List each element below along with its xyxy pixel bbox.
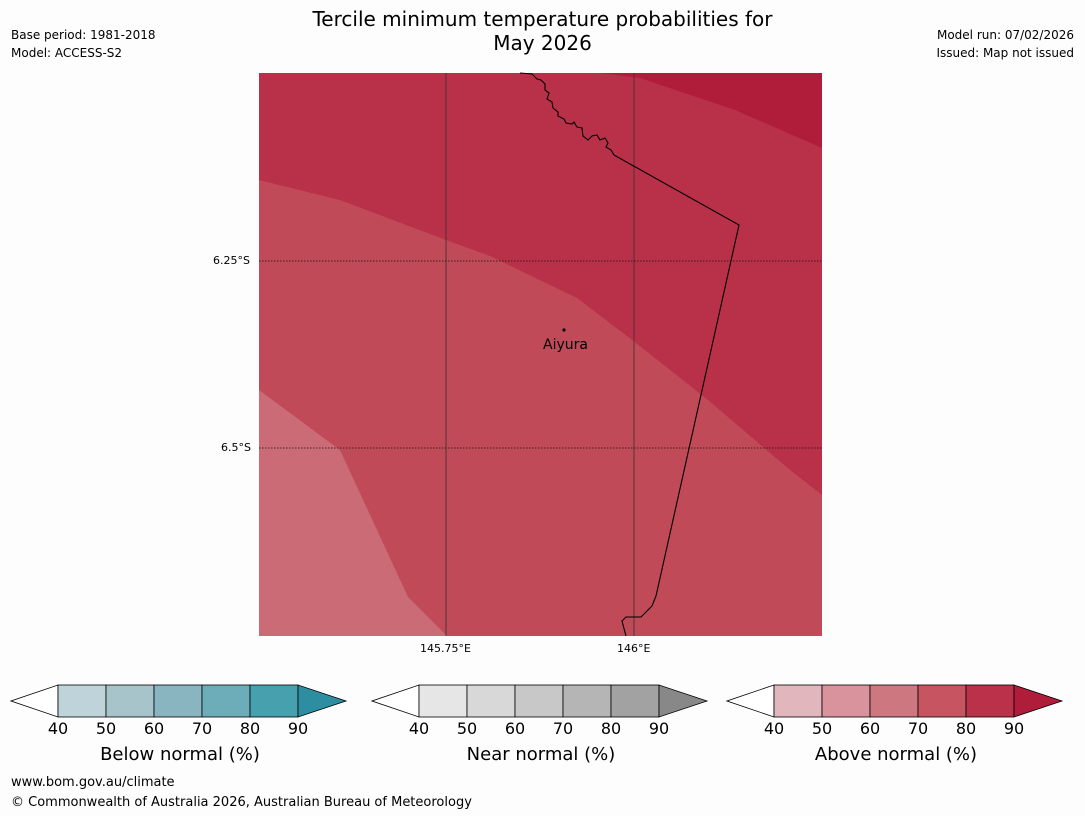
- colorbar-title: Near normal (%): [466, 744, 616, 765]
- colorbar-tick-label: 90: [1003, 719, 1025, 738]
- colorbar-swatch: [821, 684, 871, 718]
- colorbar-above-normal: 40 50 60 70 80 90 Above normal (%): [726, 684, 1066, 765]
- colorbar-tick-label: 90: [287, 719, 309, 738]
- colorbar-tick-label: 80: [955, 719, 977, 738]
- map-area: [259, 72, 822, 637]
- model-text: Model: ACCESS-S2: [11, 46, 123, 60]
- colorbar-swatch: [201, 684, 251, 718]
- title-line-1: Tercile minimum temperature probabilitie…: [312, 7, 773, 31]
- colorbar-swatch: [153, 684, 203, 718]
- colorbar-tick-label: 70: [907, 719, 929, 738]
- colorbar-swatch: [869, 684, 919, 718]
- footer-website: www.bom.gov.au/climate: [11, 775, 175, 790]
- footer-copyright: © Commonwealth of Australia 2026, Austra…: [11, 795, 472, 810]
- colorbar-tick-label: 60: [504, 719, 526, 738]
- colorbar-tick-label: 80: [600, 719, 622, 738]
- colorbar-tick-label: 60: [859, 719, 881, 738]
- lon-tick-145-75: 145.75°E: [420, 642, 471, 655]
- colorbar-swatch: [773, 684, 823, 718]
- colorbar-graphic: [726, 684, 1064, 718]
- colorbar-tick-label: 90: [648, 719, 670, 738]
- meta-left: Base period: 1981-2018 Model: ACCESS-S2: [11, 26, 156, 62]
- colorbar-tick-label: 50: [811, 719, 833, 738]
- lon-tick-146: 146°E: [617, 642, 651, 655]
- colorbar-high-arrow: [297, 684, 348, 718]
- region-above-80-90: [259, 73, 822, 495]
- issued-text: Issued: Map not issued: [936, 46, 1074, 60]
- colorbar-tick-label: 80: [239, 719, 261, 738]
- colorbar-near-normal: 40 50 60 70 80 90 Near normal (%): [371, 684, 711, 765]
- colorbar-high-arrow: [658, 684, 709, 718]
- colorbar-title: Above normal (%): [814, 744, 978, 765]
- colorbar-tick-label: 50: [95, 719, 117, 738]
- colorbar-swatch: [466, 684, 516, 718]
- colorbar-low-arrow: [726, 684, 775, 718]
- colorbar-title: Below normal (%): [100, 744, 260, 765]
- model-run-text: Model run: 07/02/2026: [936, 28, 1074, 42]
- border-line: [519, 72, 740, 637]
- colorbar-swatch: [249, 684, 299, 718]
- colorbar-tick-label: 70: [191, 719, 213, 738]
- colorbar-below-normal: 40 50 60 70 80 90 Below normal (%): [10, 684, 350, 765]
- colorbar-graphic: [371, 684, 709, 718]
- colorbar-swatch: [965, 684, 1015, 718]
- location-label: Aiyura: [543, 337, 588, 353]
- colorbar-swatch: [105, 684, 155, 718]
- colorbar-swatch: [514, 684, 564, 718]
- colorbar-low-arrow: [10, 684, 59, 718]
- meta-right: Model run: 07/02/2026 Issued: Map not is…: [936, 26, 1074, 62]
- region-above-90: [600, 73, 822, 148]
- colorbar-swatch: [917, 684, 967, 718]
- colorbar-tick-label: 50: [456, 719, 478, 738]
- base-period-text: Base period: 1981-2018: [11, 28, 156, 42]
- colorbar-swatch: [418, 684, 468, 718]
- colorbar-tick-label: 40: [47, 719, 69, 738]
- colorbar-tick-label: 70: [552, 719, 574, 738]
- map-title: Tercile minimum temperature probabilitie…: [240, 7, 845, 55]
- colorbar-tick-label: 60: [143, 719, 165, 738]
- colorbar-tick-label: 40: [763, 719, 785, 738]
- colorbar-high-arrow: [1013, 684, 1064, 718]
- colorbar-graphic: [10, 684, 348, 718]
- colorbar-swatch: [57, 684, 107, 718]
- title-line-2: May 2026: [493, 31, 592, 55]
- region-above-60-70: [259, 390, 447, 636]
- colorbar-swatch: [562, 684, 612, 718]
- colorbar-low-arrow: [371, 684, 420, 718]
- colorbar-swatch: [610, 684, 660, 718]
- colorbar-tick-label: 40: [408, 719, 430, 738]
- lat-tick-6-25: 6.25°S: [213, 254, 250, 267]
- location-marker: [562, 328, 566, 332]
- lat-tick-6-5: 6.5°S: [221, 441, 251, 454]
